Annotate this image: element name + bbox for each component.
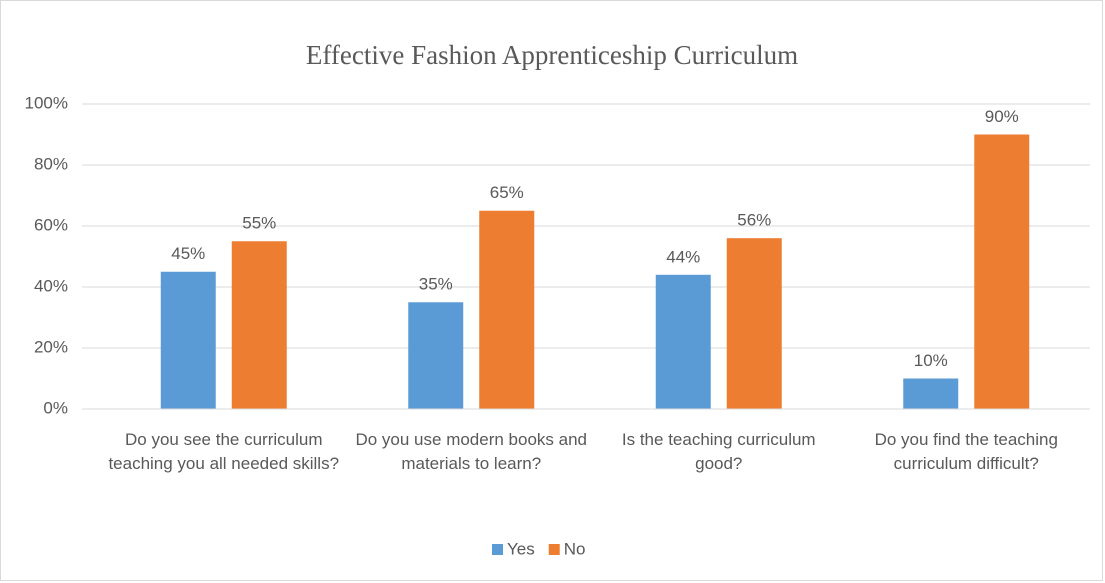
y-tick-label: 60% [34,215,68,234]
legend-label: No [564,539,586,558]
y-tick-label: 0% [43,398,68,417]
y-tick-label: 80% [34,154,68,173]
bar [160,271,216,409]
data-label: 90% [985,107,1019,126]
chart-title: Effective Fashion Apprenticeship Curricu… [306,40,798,70]
bar [655,274,711,409]
bar [479,210,535,409]
bar [408,302,464,409]
data-label: 35% [419,275,453,294]
data-label: 10% [914,351,948,370]
legend-label: Yes [507,539,535,558]
bar [231,241,287,409]
y-tick-label: 40% [34,276,68,295]
bar [974,134,1030,409]
legend-swatch [548,544,560,555]
data-label: 45% [171,244,205,263]
x-tick-label: Do you find the teaching curriculum diff… [874,430,1058,473]
data-label: 44% [666,247,700,266]
y-tick-label: 20% [34,337,68,356]
data-label: 56% [737,211,771,230]
data-label: 65% [490,183,524,202]
x-tick-label: Do you see the curriculum teaching you a… [108,430,340,473]
bar [903,378,959,409]
legend-swatch [492,544,503,555]
x-tick-label: Do you use modern books and materials to… [355,430,588,473]
data-label: 55% [242,214,276,233]
bar [726,238,782,409]
y-tick-label: 100% [25,93,68,112]
x-tick-label: Is the teaching curriculum good? [621,430,816,473]
